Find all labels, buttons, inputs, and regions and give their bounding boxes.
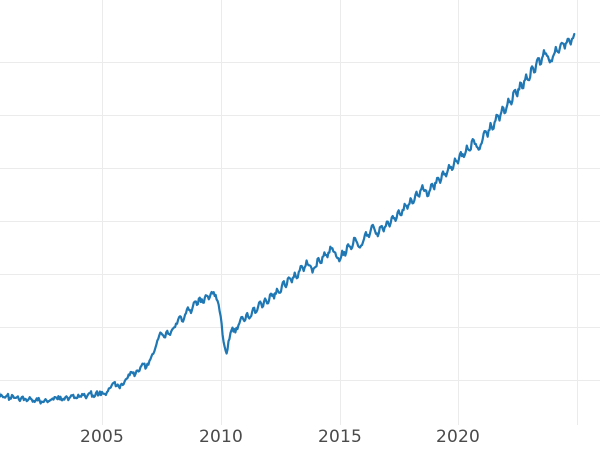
x-tick-label-2020: 2020	[435, 427, 481, 447]
x-tick-label-2010: 2010	[198, 427, 244, 447]
x-tick-label-2005: 2005	[79, 427, 125, 447]
x-tick-label-2015: 2015	[317, 427, 363, 447]
gridline-vertical-2025	[577, 0, 578, 425]
